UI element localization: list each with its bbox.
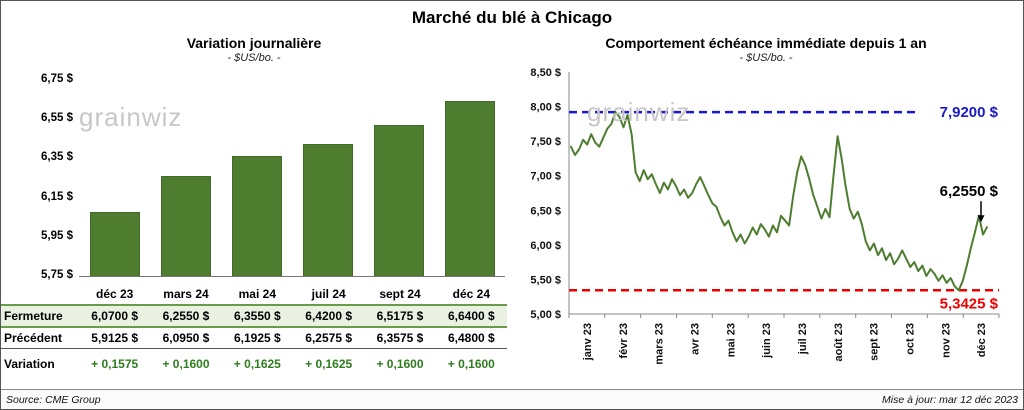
month-header-value: déc 23 xyxy=(95,287,134,301)
price-table: déc 23 mars 24 mai 24 juil 24 sept 24 déc 24 F… xyxy=(1,283,507,374)
line-y-tick-label: 7,00 $ xyxy=(530,171,561,183)
fermeture-row: Fermeture 6,0700 $ 6,2550 $ 6,3550 $ 6,4200 … xyxy=(1,304,507,328)
bar xyxy=(373,124,424,276)
bar-y-tick-label: 6,35 $ xyxy=(41,151,73,164)
precedent-row-value: 6,3575 $ xyxy=(376,331,424,345)
line-x-tick-label: juin 23 xyxy=(761,323,773,359)
fermeture-row-value: 6,2550 $ xyxy=(162,309,210,323)
bar-chart-plot: grainwiz 6,75 $ 6,55 $ 6,35 $ 6,15 $ 5,95 $ 5… xyxy=(41,73,505,281)
month-header: déc 23 mars 24 mai 24 juil 24 sept 24 déc 24 xyxy=(1,283,507,304)
precedent-row-value: 6,1925 $ xyxy=(233,331,281,345)
month-header-value: sept 24 xyxy=(379,287,421,301)
line-chart-title: Comportement échéance immédiate depuis 1… xyxy=(605,35,927,51)
bar-y-tick-label: 5,95 $ xyxy=(41,229,73,242)
bar-cell xyxy=(150,176,221,276)
variation-row-value: + 0,1600 xyxy=(376,357,424,371)
variation-row-value: + 0,1600 xyxy=(447,357,495,371)
variation-row-value: + 0,1625 xyxy=(305,357,353,371)
month-header-value: mai 24 xyxy=(238,287,276,301)
precedent-row-value: 6,4800 $ xyxy=(447,331,495,345)
bar-cell xyxy=(434,100,505,276)
grainwiz-watermark: grainwiz xyxy=(79,102,183,132)
bar xyxy=(89,212,140,276)
updated-note: Mise à jour: mar 12 déc 2023 xyxy=(882,393,1018,406)
variation-row-value: + 0,1625 xyxy=(233,357,281,371)
grainwiz-watermark: grainwiz xyxy=(587,97,691,127)
bar-y-tick-label: 5,75 $ xyxy=(41,269,73,281)
fermeture-row-value: 6,4200 $ xyxy=(305,309,353,323)
footer: Source: CME Group Mise à jour: mar 12 dé… xyxy=(1,389,1023,409)
line-x-tick-label: sept 23 xyxy=(869,323,881,361)
low-line-label: 5,3425 $ xyxy=(940,295,999,312)
daily-variation-panel: Variation journalière - $US/bo. - grainw… xyxy=(1,35,507,374)
bar xyxy=(444,100,495,276)
fermeture-row-value: 6,3550 $ xyxy=(233,309,281,323)
high-line-label: 7,9200 $ xyxy=(940,104,999,121)
bar-y-tick-label: 6,55 $ xyxy=(41,112,73,125)
line-x-tick-label: avr 23 xyxy=(689,323,701,355)
line-x-tick-label: nov 23 xyxy=(940,323,952,358)
line-chart-subtitle: - $US/bo. - xyxy=(739,52,793,64)
fermeture-row-value: 6,5175 $ xyxy=(376,309,424,323)
bar xyxy=(302,143,353,276)
bar-y-tick-label: 6,15 $ xyxy=(41,190,73,203)
month-header-value: mars 24 xyxy=(163,287,209,301)
bar-series xyxy=(79,80,505,276)
line-y-tick-label: 8,50 $ xyxy=(530,67,561,79)
bar-cell xyxy=(292,143,363,276)
fermeture-row-value: 6,6400 $ xyxy=(447,309,495,323)
bar-cell xyxy=(221,156,292,276)
last-value-label: 6,2550 $ xyxy=(940,183,999,200)
bar xyxy=(160,176,211,276)
bar-cell xyxy=(363,124,434,276)
precedent-row-value: 5,9125 $ xyxy=(91,331,139,345)
line-y-tick-label: 5,50 $ xyxy=(530,274,561,286)
page-title: Marché du blé à Chicago xyxy=(411,8,613,27)
bar-chart-subtitle: - $US/bo. - xyxy=(227,52,281,64)
month-header-label xyxy=(1,291,79,297)
line-x-tick-label: déc 23 xyxy=(976,323,988,357)
precedent-row: Précédent 5,9125 $ 6,0950 $ 6,1925 $ 6,2575 … xyxy=(1,328,507,349)
line-x-tick-label: juil 23 xyxy=(797,323,809,355)
last-value-arrowhead xyxy=(977,215,985,223)
variation-row: Variation + 0,1575 + 0,1600 + 0,1625 + 0,162… xyxy=(1,354,507,374)
line-y-tick-label: 7,50 $ xyxy=(530,136,561,148)
month-header-value: déc 24 xyxy=(452,287,490,301)
month-header-value: juil 24 xyxy=(311,287,346,301)
line-y-tick-label: 6,00 $ xyxy=(530,240,561,252)
line-y-tick-label: 8,00 $ xyxy=(530,102,561,114)
variation-row-value: + 0,1600 xyxy=(162,357,210,371)
bar-y-axis: 6,75 $ 6,55 $ 6,35 $ 6,15 $ 5,95 $ 5,75 $ xyxy=(3,73,73,281)
bar-y-tick-label: 6,75 $ xyxy=(41,73,73,85)
precedent-row-value: 6,2575 $ xyxy=(305,331,353,345)
fermeture-row-value: 6,0700 $ xyxy=(91,309,139,323)
variation-row-label: Variation xyxy=(4,357,55,371)
line-y-tick-label: 6,50 $ xyxy=(530,205,561,217)
source-note: Source: CME Group xyxy=(6,393,101,406)
variation-row-value: + 0,1575 xyxy=(91,357,139,371)
line-x-tick-label: oct 23 xyxy=(904,323,916,355)
line-x-tick-label: août 23 xyxy=(833,323,845,362)
line-x-tick-label: janv 23 xyxy=(582,323,594,361)
bar-chart-title: Variation journalière xyxy=(186,35,322,51)
line-x-tick-label: févr 23 xyxy=(618,323,630,358)
year-trend-panel: Comportement échéance immédiate depuis 1… xyxy=(509,35,1023,380)
line-chart-svg: 8,50 $ 8,00 $ 7,50 $ 7,00 $ 6,50 $ 6,00 $ 5,50… xyxy=(530,67,1000,365)
line-x-tick-label: mai 23 xyxy=(725,323,737,357)
bar xyxy=(231,156,282,276)
fermeture-row-label: Fermeture xyxy=(4,309,63,323)
bar-cell xyxy=(79,212,150,276)
line-y-tick-label: 5,00 $ xyxy=(530,309,561,321)
price-line-series xyxy=(570,111,988,292)
precedent-row-label: Précédent xyxy=(4,331,63,345)
precedent-row-value: 6,0950 $ xyxy=(162,331,210,345)
line-x-tick-label: mars 23 xyxy=(654,323,666,365)
